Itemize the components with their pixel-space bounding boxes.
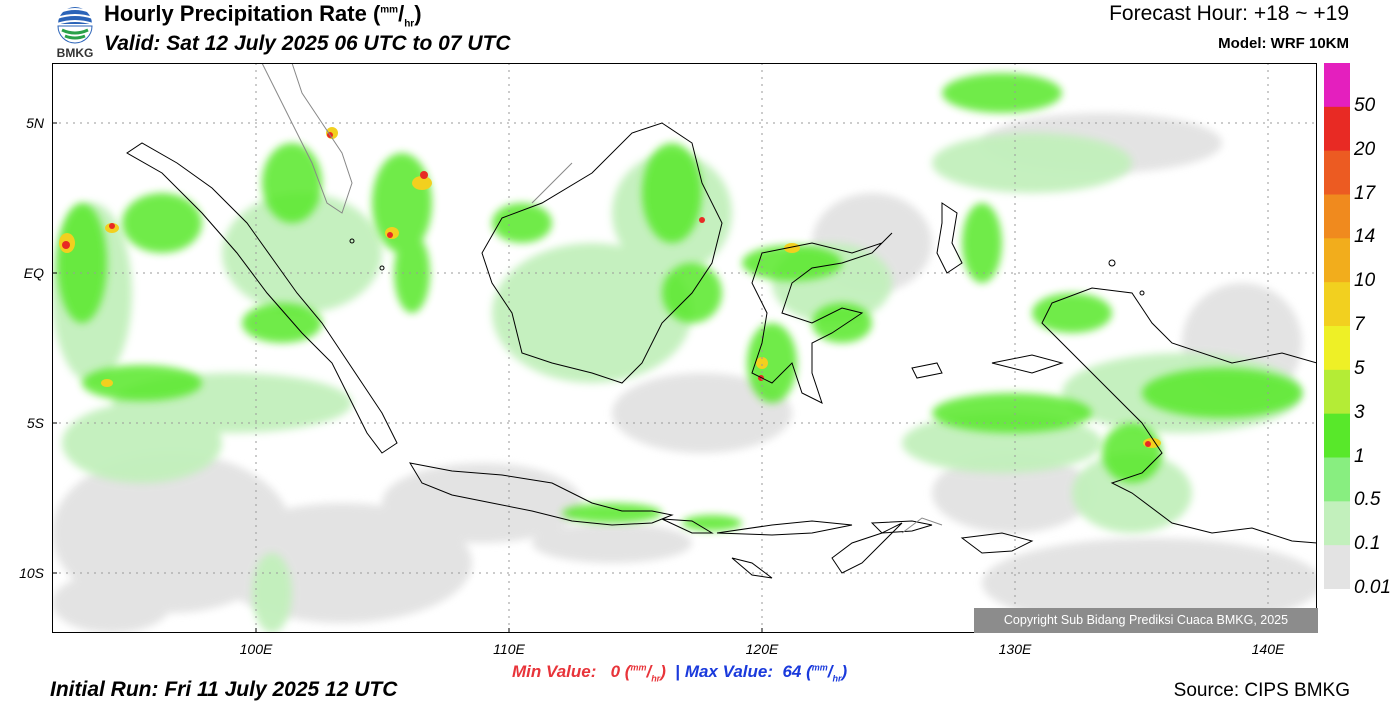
colorbar-label: 1 <box>1354 445 1365 467</box>
lon-label-120e: 120E <box>745 641 779 657</box>
valid-time: Valid: Sat 12 July 2025 06 UTC to 07 UTC <box>104 32 511 55</box>
colorbar-swatch <box>1324 282 1350 327</box>
bmkg-logo: BMKG <box>52 0 98 62</box>
initial-run: Initial Run: Fri 11 July 2025 12 UTC <box>50 678 398 701</box>
colorbar-label: 20 <box>1354 138 1376 160</box>
colorbar-swatch <box>1324 501 1350 546</box>
lon-label-100e: 100E <box>239 641 273 657</box>
model-name: Model: WRF 10KM <box>1218 35 1349 52</box>
lon-label-130e: 130E <box>998 641 1032 657</box>
colorbar-swatch <box>1324 413 1350 458</box>
max-label: Max Value: <box>684 662 773 681</box>
colorbar-label: 14 <box>1354 226 1376 248</box>
min-label: Min Value: <box>512 662 597 681</box>
title-unit-num: mm <box>380 4 399 16</box>
colorbar-swatch <box>1324 326 1350 371</box>
colorbar-label: 7 <box>1354 314 1365 335</box>
forecast-hour: Forecast Hour: +18 ~ +19 <box>1109 2 1349 25</box>
lat-label-5n: 5N <box>26 115 44 131</box>
lat-label-5s: 5S <box>26 415 44 431</box>
lat-label-eq: EQ <box>23 265 44 281</box>
min-unit-den: hr <box>651 673 661 684</box>
data-source: Source: CIPS BMKG <box>1173 680 1350 701</box>
max-value: 64 <box>782 662 802 681</box>
colorbar-label: 3 <box>1354 401 1365 423</box>
max-unit-den: hr <box>832 673 842 684</box>
colorbar-swatch <box>1324 106 1350 152</box>
min-unit-num: mm <box>630 662 647 673</box>
colorbar-label: 10 <box>1354 270 1376 292</box>
colorbar-label: 50 <box>1354 94 1376 116</box>
colorbar-swatch <box>1324 150 1350 195</box>
colorbar-swatch <box>1324 63 1350 108</box>
colorbar-label: 0.1 <box>1354 533 1381 555</box>
colorbar-swatch <box>1324 457 1350 502</box>
copyright-banner: Copyright Sub Bidang Prediksi Cuaca BMKG… <box>974 608 1318 633</box>
colorbar-swatch <box>1324 238 1350 283</box>
min-max-values: Min Value: 0 (mm/hr) | Max Value: 64 (mm… <box>512 662 848 684</box>
colorbar-swatch <box>1324 545 1350 590</box>
lon-label-110e: 110E <box>493 641 525 657</box>
value-separator: | <box>675 662 681 681</box>
colorbar <box>1324 63 1350 590</box>
colorbar-swatch <box>1324 194 1350 239</box>
colorbar-label: 0.01 <box>1354 577 1391 598</box>
lat-label-10s: 10S <box>19 565 44 581</box>
map-title: Hourly Precipitation Rate (mm/hr) <box>104 1 422 30</box>
precipitation-map <box>52 63 1317 633</box>
colorbar-label: 5 <box>1354 357 1365 379</box>
lon-label-140e: 140E <box>1251 641 1285 657</box>
min-value: 0 <box>610 662 621 681</box>
title-unit-den: hr <box>404 18 415 30</box>
title-text: Hourly Precipitation Rate ( <box>104 1 381 26</box>
colorbar-label: 0.5 <box>1354 489 1381 511</box>
colorbar-label: 17 <box>1354 182 1376 204</box>
title-close: ) <box>414 1 422 26</box>
max-unit-num: mm <box>811 662 828 673</box>
colorbar-swatch <box>1324 369 1350 415</box>
logo-text: BMKG <box>56 46 94 60</box>
